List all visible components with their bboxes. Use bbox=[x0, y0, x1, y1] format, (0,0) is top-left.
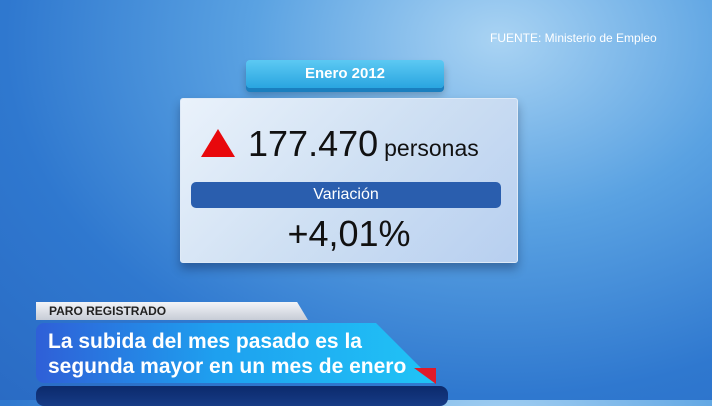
source-label: FUENTE: Ministerio de Empleo bbox=[490, 31, 657, 45]
period-tab: Enero 2012 bbox=[246, 60, 444, 88]
variation-value: +4,01% bbox=[287, 213, 411, 254]
triangle-up-icon bbox=[201, 129, 235, 157]
stat-card: 177.470 personas Variación +4,01% bbox=[180, 98, 518, 263]
variation-label: Variación bbox=[191, 182, 501, 208]
headline-line-1: La subida del mes pasado es la bbox=[48, 330, 362, 353]
kicker-label: PARO REGISTRADO bbox=[36, 302, 308, 320]
stat-number: 177.470 bbox=[248, 123, 379, 164]
stat-unit: personas bbox=[384, 135, 479, 161]
ticker-bar bbox=[36, 386, 448, 406]
stat-value: 177.470 personas bbox=[248, 123, 479, 165]
headline: La subida del mes pasado es la segunda m… bbox=[36, 323, 436, 383]
headline-line-2: segunda mayor en un mes de enero bbox=[48, 355, 407, 378]
